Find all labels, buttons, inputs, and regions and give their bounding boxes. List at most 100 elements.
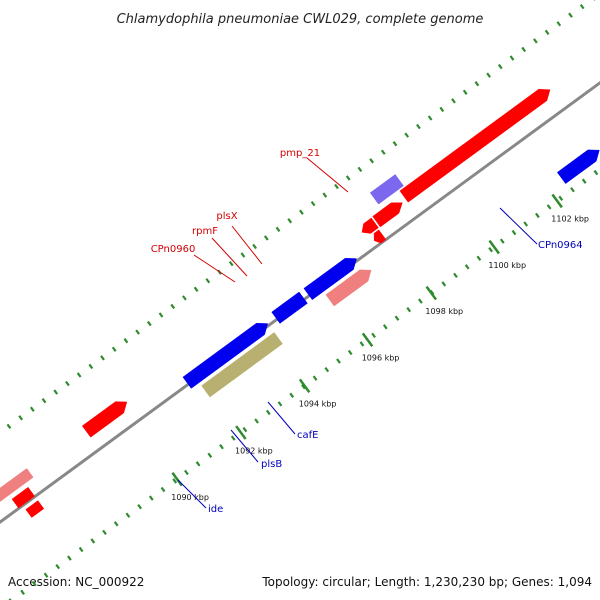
- ruler-tick-inner: [347, 349, 353, 356]
- ruler-tick-outer: [392, 141, 398, 147]
- ruler-tick-inner: [20, 589, 25, 595]
- ruler-tick-outer: [193, 286, 199, 292]
- ruler-tick-inner: [207, 452, 213, 458]
- ruler-tick-outer: [369, 158, 374, 164]
- summary-text: Topology: circular; Length: 1,230,230 bp…: [261, 575, 592, 589]
- gene-label: CPn0960: [151, 244, 196, 255]
- ruler-tick-inner: [254, 418, 259, 424]
- ruler-tick-outer: [123, 338, 129, 344]
- ruler-tick-outer: [345, 175, 351, 181]
- ruler-tick-outer: [451, 98, 456, 104]
- gene-feature-red: [11, 486, 35, 509]
- ruler-tick-outer: [544, 29, 550, 35]
- ruler-tick-outer: [205, 278, 211, 284]
- scale-tick-label: 1096 kbp: [362, 354, 400, 363]
- ruler-tick-outer: [158, 312, 164, 318]
- gene-feature-red: [25, 500, 45, 518]
- ruler-tick-inner: [441, 281, 447, 287]
- ruler-tick-outer: [322, 192, 328, 198]
- ruler-tick-inner: [546, 204, 552, 210]
- ruler-tick-inner: [488, 247, 493, 253]
- ruler-tick-outer: [404, 132, 410, 138]
- gene-feature-blue: [556, 149, 600, 184]
- ruler-tick-inner: [593, 169, 599, 176]
- gene-label: cafE: [297, 430, 318, 441]
- ruler-tick-outer: [521, 46, 527, 53]
- scale-tick-label: 1102 kbp: [551, 215, 589, 224]
- ruler-tick-inner: [148, 495, 154, 501]
- ruler-tick-outer: [76, 372, 82, 378]
- ruler-tick-outer: [18, 415, 23, 421]
- ruler-tick-inner: [558, 195, 564, 201]
- ruler-tick-outer: [240, 252, 246, 258]
- scale-tick-label: 1098 kbp: [425, 307, 463, 316]
- gene-feature-pink: [0, 468, 34, 502]
- ruler-tick-inner: [31, 581, 37, 587]
- gene-label: ide: [208, 504, 223, 515]
- ruler-tick-outer: [486, 72, 491, 78]
- gene-label: plsX: [216, 211, 237, 222]
- ruler-tick-outer: [533, 38, 538, 44]
- ruler-tick-inner: [418, 298, 423, 304]
- ruler-tick-inner: [312, 375, 318, 381]
- scale-major-tick: [551, 193, 563, 209]
- scale-major-tick: [425, 285, 438, 301]
- ruler-tick-inner: [523, 221, 529, 227]
- ruler-tick-inner: [90, 538, 96, 544]
- ruler-tick-outer: [41, 397, 47, 404]
- ruler-tick-inner: [184, 469, 189, 476]
- gene-feature-blue: [303, 258, 357, 301]
- ruler-tick-inner: [581, 178, 587, 184]
- ruler-tick-outer: [334, 183, 339, 190]
- ruler-tick-outer: [462, 89, 468, 95]
- ruler-tick-inner: [113, 521, 119, 527]
- ruler-tick-inner: [172, 478, 178, 484]
- ruler-tick-outer: [497, 63, 503, 70]
- ruler-tick-inner: [453, 272, 458, 279]
- scale-major-tick: [361, 332, 374, 347]
- gene-leader-line: [499, 207, 538, 245]
- ruler-tick-outer: [111, 346, 117, 352]
- ruler-tick-inner: [43, 572, 49, 578]
- gene-feature-olive: [201, 332, 283, 398]
- ruler-tick-inner: [277, 401, 283, 407]
- ruler-tick-outer: [299, 209, 304, 215]
- gene-label: rpmF: [192, 226, 218, 237]
- ruler-tick-inner: [406, 306, 412, 313]
- ruler-tick-outer: [146, 320, 152, 327]
- gene-feature-red: [372, 202, 403, 228]
- gene-feature-pink: [325, 269, 372, 307]
- ruler-tick-outer: [65, 380, 70, 387]
- ruler-tick-inner: [359, 341, 365, 347]
- ruler-tick-outer: [474, 81, 480, 87]
- ruler-tick-outer: [416, 123, 421, 130]
- gene-leader-line: [211, 237, 248, 277]
- ruler-tick-inner: [570, 187, 575, 193]
- ruler-tick-inner: [476, 255, 482, 261]
- gene-feature-purple: [369, 174, 404, 205]
- gene-label: CPn0964: [538, 240, 583, 251]
- ruler-tick-outer: [427, 115, 433, 121]
- gene-label: plsB: [261, 459, 282, 470]
- ruler-tick-inner: [230, 435, 236, 441]
- scale-tick-label: 1090 kbp: [171, 493, 209, 502]
- ruler-tick-inner: [336, 358, 341, 364]
- gene-leader-line: [230, 429, 259, 463]
- ruler-tick-outer: [228, 260, 234, 267]
- ruler-tick-inner: [195, 461, 201, 467]
- accession-text: Accession: NC_000922: [8, 575, 144, 589]
- scale-major-tick: [488, 239, 500, 255]
- ruler-tick-outer: [509, 55, 515, 61]
- ruler-tick-inner: [78, 546, 84, 553]
- ruler-tick-outer: [53, 389, 59, 395]
- scale-major-tick: [298, 378, 311, 394]
- gene-leader-line: [231, 225, 263, 265]
- map-title: Chlamydophila pneumoniae CWL029, complet…: [117, 12, 484, 27]
- scale-tick-label: 1100 kbp: [488, 261, 526, 270]
- gene-feature-red: [81, 401, 128, 438]
- ruler-tick-inner: [464, 264, 470, 270]
- ruler-tick-inner: [394, 315, 400, 321]
- ruler-tick-outer: [310, 200, 316, 207]
- ruler-tick-inner: [219, 444, 224, 450]
